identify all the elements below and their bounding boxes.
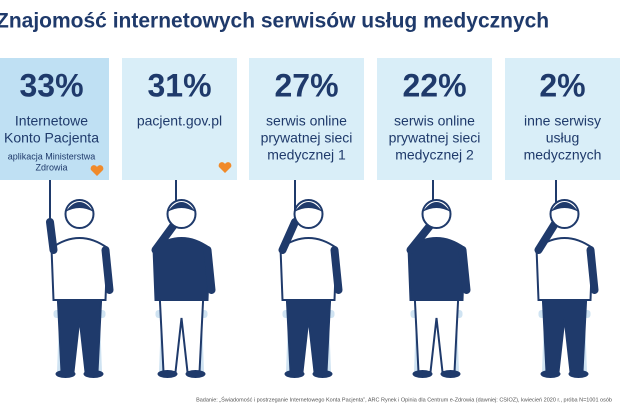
shoe (55, 370, 76, 378)
shoe (83, 370, 104, 378)
legs (413, 291, 460, 373)
shoe (185, 370, 206, 378)
card-label: pacjent.gov.pl (137, 113, 222, 129)
torso (279, 237, 338, 301)
arm (586, 246, 599, 294)
card-label: inne serwisy (524, 113, 601, 129)
legs (158, 291, 205, 373)
footnote: Badanie: „Świadomość i postrzeganie Inte… (196, 395, 612, 403)
arm (278, 218, 299, 254)
shoe (284, 370, 305, 378)
heart-icon (218, 162, 232, 173)
shoe (440, 370, 461, 378)
shoe (157, 370, 178, 378)
hair (65, 202, 94, 212)
arm (101, 246, 114, 294)
card-value: 31% (147, 67, 211, 103)
card-label: Internetowe (15, 113, 88, 129)
hair (294, 202, 323, 212)
title: Znajomość internetowych serwisów usług m… (0, 10, 549, 33)
shoe (312, 370, 333, 378)
legs (56, 291, 103, 373)
card-value: 22% (402, 67, 466, 103)
arm (203, 246, 216, 294)
shoe (412, 370, 433, 378)
card-value: 2% (539, 67, 585, 103)
card-label: usług (546, 130, 579, 146)
card-value: 27% (274, 67, 338, 103)
card-sublabel: aplikacja Ministerstwa (8, 151, 96, 161)
hair (550, 202, 579, 212)
shoe (568, 370, 589, 378)
card-label: serwis online (394, 113, 475, 129)
heart-icon (90, 165, 104, 176)
card-label: medycznej 2 (395, 147, 474, 163)
arm (46, 218, 58, 254)
card-label: prywatnej sieci (261, 130, 353, 146)
legs (285, 291, 332, 373)
card (249, 58, 364, 180)
hair (422, 202, 451, 212)
shoe (540, 370, 561, 378)
card (0, 58, 109, 180)
legs (541, 291, 588, 373)
card-value: 33% (19, 67, 83, 103)
card (122, 58, 237, 180)
card-label: medycznych (524, 147, 602, 163)
people (46, 180, 599, 378)
card (505, 58, 620, 180)
card-label: serwis online (266, 113, 347, 129)
hair (167, 202, 196, 212)
card (377, 58, 492, 180)
arm (458, 246, 471, 294)
arm (151, 218, 180, 254)
card-label: Konto Pacjenta (4, 130, 99, 146)
arm (534, 218, 560, 254)
card-sublabel: Zdrowia (35, 162, 67, 172)
card-label: medycznej 1 (267, 147, 346, 163)
card-label: prywatnej sieci (389, 130, 481, 146)
arm (330, 246, 343, 294)
torso (50, 237, 109, 301)
